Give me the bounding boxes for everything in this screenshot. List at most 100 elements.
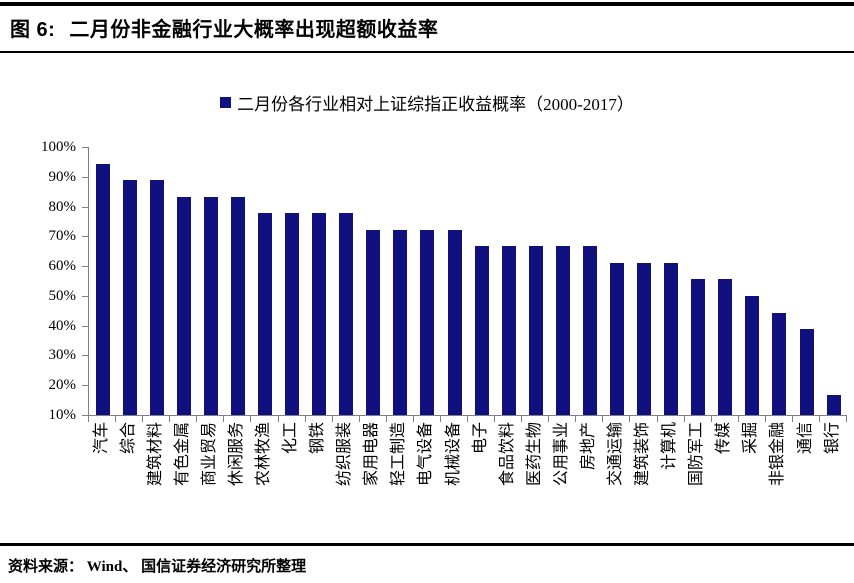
footer-divider bbox=[0, 543, 854, 546]
x-axis-tick bbox=[359, 416, 360, 422]
x-axis-label: 建筑材料 bbox=[146, 422, 164, 487]
x-axis-tick bbox=[440, 416, 441, 422]
bar bbox=[420, 229, 435, 415]
x-axis-label-slot: 非银金融 bbox=[765, 420, 792, 546]
x-axis-label-slot: 建筑装饰 bbox=[630, 420, 657, 546]
bar bbox=[312, 213, 327, 415]
x-axis-tick bbox=[386, 416, 387, 422]
bar-slot bbox=[251, 147, 278, 415]
bar bbox=[366, 229, 381, 415]
x-axis-label-slot: 电气设备 bbox=[413, 420, 440, 546]
y-axis-tick-label: 50% bbox=[48, 288, 77, 304]
bar bbox=[501, 246, 516, 415]
x-axis-label: 机械设备 bbox=[444, 422, 462, 487]
x-axis-label-slot: 食品饮料 bbox=[494, 420, 521, 546]
bar-slot bbox=[333, 147, 360, 415]
x-axis-tick bbox=[684, 416, 685, 422]
x-axis-label-slot: 农林牧渔 bbox=[250, 420, 277, 546]
figure-title-text: 二月份非金融行业大概率出现超额收益率 bbox=[69, 19, 439, 41]
y-axis-tick bbox=[82, 177, 88, 178]
bar-slot bbox=[820, 147, 847, 415]
x-axis-tick bbox=[629, 416, 630, 422]
top-border bbox=[0, 2, 854, 6]
bar-slot bbox=[143, 147, 170, 415]
bar bbox=[339, 213, 354, 415]
x-axis-label: 房地产 bbox=[579, 422, 597, 471]
x-axis-label-slot: 综合 bbox=[115, 420, 142, 546]
x-axis-label: 食品饮料 bbox=[498, 422, 516, 487]
x-axis-label: 医药生物 bbox=[525, 422, 543, 487]
bar-slot bbox=[495, 147, 522, 415]
y-axis-tick-label: 80% bbox=[48, 199, 77, 215]
x-axis-label-slot: 机械设备 bbox=[440, 420, 467, 546]
bar bbox=[528, 246, 543, 415]
bar-slot bbox=[360, 147, 387, 415]
bar-series bbox=[89, 147, 847, 415]
x-axis-label-slot: 建筑材料 bbox=[142, 420, 169, 546]
bar bbox=[610, 262, 625, 415]
bar-slot bbox=[766, 147, 793, 415]
bar-slot bbox=[712, 147, 739, 415]
x-axis-tick bbox=[413, 416, 414, 422]
x-axis-tick bbox=[792, 416, 793, 422]
x-axis-label: 农林牧渔 bbox=[255, 422, 273, 487]
y-axis-tick bbox=[82, 236, 88, 237]
x-axis-label: 非银金融 bbox=[769, 422, 787, 487]
y-axis-tick-label: 30% bbox=[48, 347, 77, 363]
bar bbox=[285, 213, 300, 415]
x-axis-label-slot: 医药生物 bbox=[521, 420, 548, 546]
bar-slot bbox=[793, 147, 820, 415]
x-axis-label-slot: 传媒 bbox=[711, 420, 738, 546]
x-axis-label: 交通运输 bbox=[607, 422, 625, 487]
y-axis-tick-label: 20% bbox=[48, 377, 77, 393]
x-axis-label: 化工 bbox=[282, 422, 300, 455]
bar-slot bbox=[197, 147, 224, 415]
bar-slot bbox=[658, 147, 685, 415]
x-axis-label-slot: 银行 bbox=[819, 420, 846, 546]
bar bbox=[258, 213, 272, 415]
x-axis-label-slot: 交通运输 bbox=[602, 420, 629, 546]
x-axis-label-slot: 化工 bbox=[278, 420, 305, 546]
y-axis-tick-label: 90% bbox=[48, 169, 77, 185]
x-axis-label-slot: 轻工制造 bbox=[386, 420, 413, 546]
legend-label: 二月份各行业相对上证综指正收益概率（2000-2017） bbox=[237, 95, 634, 114]
x-axis-tick bbox=[305, 416, 306, 422]
x-axis-label-slot: 休闲服务 bbox=[223, 420, 250, 546]
x-axis-label-slot: 采掘 bbox=[738, 420, 765, 546]
x-axis-label: 汽车 bbox=[92, 422, 110, 455]
x-axis-tick bbox=[738, 416, 739, 422]
bar-slot bbox=[279, 147, 306, 415]
plot-area bbox=[88, 147, 847, 416]
y-axis-tick bbox=[82, 355, 88, 356]
bar-slot bbox=[576, 147, 603, 415]
bar bbox=[474, 246, 489, 415]
x-axis-label: 电子 bbox=[471, 422, 489, 455]
y-axis-tick bbox=[82, 296, 88, 297]
bar-slot bbox=[170, 147, 197, 415]
x-axis-label-slot: 电子 bbox=[467, 420, 494, 546]
bar bbox=[149, 180, 164, 415]
x-axis-label: 综合 bbox=[119, 422, 137, 455]
x-axis-label-slot: 房地产 bbox=[575, 420, 602, 546]
x-axis-tick bbox=[115, 416, 116, 422]
x-axis-tick bbox=[602, 416, 603, 422]
bar-slot bbox=[522, 147, 549, 415]
bar-slot bbox=[224, 147, 251, 415]
x-axis-label: 公用事业 bbox=[552, 422, 570, 487]
x-axis-tick bbox=[711, 416, 712, 422]
x-axis-tick bbox=[765, 416, 766, 422]
x-axis-tick bbox=[332, 416, 333, 422]
y-axis-tick-label: 10% bbox=[48, 407, 77, 423]
y-axis-tick bbox=[82, 326, 88, 327]
x-axis-tick bbox=[521, 416, 522, 422]
bar bbox=[745, 295, 760, 415]
y-axis-tick bbox=[82, 415, 88, 416]
x-axis-tick bbox=[575, 416, 576, 422]
bar-slot bbox=[685, 147, 712, 415]
x-axis-label-slot: 国防军工 bbox=[684, 420, 711, 546]
x-axis-label: 纺织服装 bbox=[336, 422, 354, 487]
bar bbox=[799, 328, 814, 415]
bar bbox=[203, 196, 218, 415]
x-axis-label: 钢铁 bbox=[309, 422, 327, 455]
x-axis-tick bbox=[196, 416, 197, 422]
